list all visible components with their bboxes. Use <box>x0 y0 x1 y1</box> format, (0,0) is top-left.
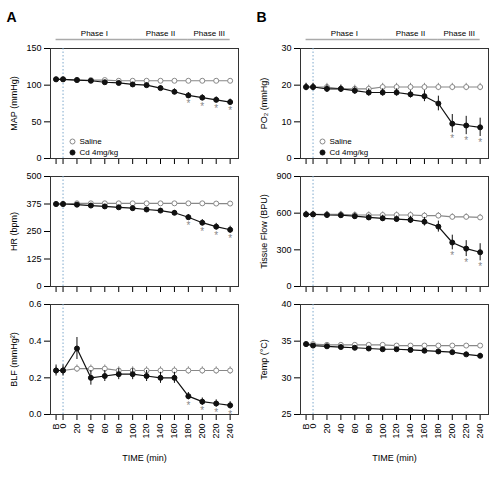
svg-text:B: B <box>51 423 61 430</box>
svg-text:180: 180 <box>433 424 443 439</box>
svg-text:A: A <box>7 9 17 25</box>
svg-text:500: 500 <box>26 171 41 181</box>
svg-text:TIME (min): TIME (min) <box>122 453 167 463</box>
svg-text:*: * <box>464 135 468 146</box>
svg-text:0: 0 <box>308 424 318 429</box>
svg-text:35: 35 <box>281 336 291 346</box>
svg-text:220: 220 <box>211 424 221 439</box>
svg-text:100: 100 <box>378 424 388 439</box>
svg-text:0.2: 0.2 <box>29 373 42 383</box>
svg-text:B: B <box>257 9 267 25</box>
svg-text:140: 140 <box>405 424 415 439</box>
svg-text:30: 30 <box>281 373 291 383</box>
svg-text:80: 80 <box>364 424 374 434</box>
svg-text:160: 160 <box>419 424 429 439</box>
svg-text:100: 100 <box>26 80 41 90</box>
svg-text:40: 40 <box>86 424 96 434</box>
svg-text:TIME (min): TIME (min) <box>372 453 417 463</box>
svg-text:0: 0 <box>286 281 291 291</box>
svg-text:10: 10 <box>281 117 291 127</box>
svg-text:Phase II: Phase II <box>146 29 175 38</box>
svg-text:Saline: Saline <box>80 137 103 146</box>
svg-text:60: 60 <box>350 424 360 434</box>
svg-text:Tissue Flow (BPU): Tissue Flow (BPU) <box>259 194 269 269</box>
svg-text:25: 25 <box>281 409 291 419</box>
svg-text:*: * <box>450 250 454 261</box>
svg-text:*: * <box>214 407 218 418</box>
svg-text:*: * <box>214 230 218 241</box>
svg-text:*: * <box>228 105 232 116</box>
svg-text:Phase II: Phase II <box>396 29 425 38</box>
svg-text:20: 20 <box>322 424 332 434</box>
svg-text:0.6: 0.6 <box>29 299 42 309</box>
svg-text:MAP (mmHg): MAP (mmHg) <box>9 76 19 130</box>
svg-text:0: 0 <box>286 153 291 163</box>
svg-text:20: 20 <box>72 424 82 434</box>
svg-text:Cd 4mg/kg: Cd 4mg/kg <box>80 148 119 157</box>
svg-text:900: 900 <box>276 171 291 181</box>
svg-text:*: * <box>186 220 190 231</box>
svg-text:*: * <box>464 257 468 268</box>
svg-text:120: 120 <box>141 424 151 439</box>
svg-text:0: 0 <box>58 424 68 429</box>
svg-text:*: * <box>186 98 190 109</box>
svg-text:*: * <box>228 409 232 420</box>
svg-text:B: B <box>301 423 311 430</box>
svg-text:PO₂ (mmHg): PO₂ (mmHg) <box>259 78 269 130</box>
svg-text:BLF (mmHg²): BLF (mmHg²) <box>9 332 19 387</box>
svg-text:*: * <box>478 137 482 148</box>
svg-text:Saline: Saline <box>330 137 353 146</box>
svg-text:120: 120 <box>391 424 401 439</box>
svg-text:60: 60 <box>100 424 110 434</box>
svg-text:0.4: 0.4 <box>29 336 42 346</box>
svg-text:*: * <box>200 226 204 237</box>
svg-text:125: 125 <box>26 254 41 264</box>
svg-text:*: * <box>214 103 218 114</box>
svg-text:*: * <box>228 233 232 244</box>
svg-text:*: * <box>200 405 204 416</box>
svg-text:375: 375 <box>26 199 41 209</box>
svg-text:Phase I: Phase I <box>331 29 358 38</box>
svg-text:600: 600 <box>276 208 291 218</box>
svg-text:240: 240 <box>225 424 235 439</box>
svg-text:Temp (°C): Temp (°C) <box>259 339 269 380</box>
svg-text:100: 100 <box>128 424 138 439</box>
svg-text:0.0: 0.0 <box>29 409 42 419</box>
svg-text:*: * <box>450 133 454 144</box>
svg-text:140: 140 <box>155 424 165 439</box>
svg-text:40: 40 <box>336 424 346 434</box>
svg-text:HR (bpm): HR (bpm) <box>9 212 19 251</box>
svg-text:30: 30 <box>281 43 291 53</box>
svg-text:Phase III: Phase III <box>443 29 475 38</box>
svg-text:80: 80 <box>114 424 124 434</box>
svg-text:Cd 4mg/kg: Cd 4mg/kg <box>330 148 369 157</box>
svg-text:220: 220 <box>461 424 471 439</box>
svg-text:*: * <box>186 400 190 411</box>
svg-text:160: 160 <box>169 424 179 439</box>
svg-text:0: 0 <box>36 153 41 163</box>
svg-text:180: 180 <box>183 424 193 439</box>
svg-text:0: 0 <box>36 281 41 291</box>
svg-text:250: 250 <box>26 226 41 236</box>
svg-text:Phase I: Phase I <box>81 29 108 38</box>
svg-text:150: 150 <box>26 43 41 53</box>
svg-text:*: * <box>200 101 204 112</box>
svg-text:Phase III: Phase III <box>193 29 225 38</box>
svg-text:200: 200 <box>197 424 207 439</box>
svg-text:200: 200 <box>447 424 457 439</box>
svg-text:*: * <box>478 261 482 272</box>
svg-text:300: 300 <box>276 245 291 255</box>
svg-text:240: 240 <box>475 424 485 439</box>
svg-text:50: 50 <box>31 117 41 127</box>
svg-text:40: 40 <box>281 299 291 309</box>
svg-text:20: 20 <box>281 80 291 90</box>
